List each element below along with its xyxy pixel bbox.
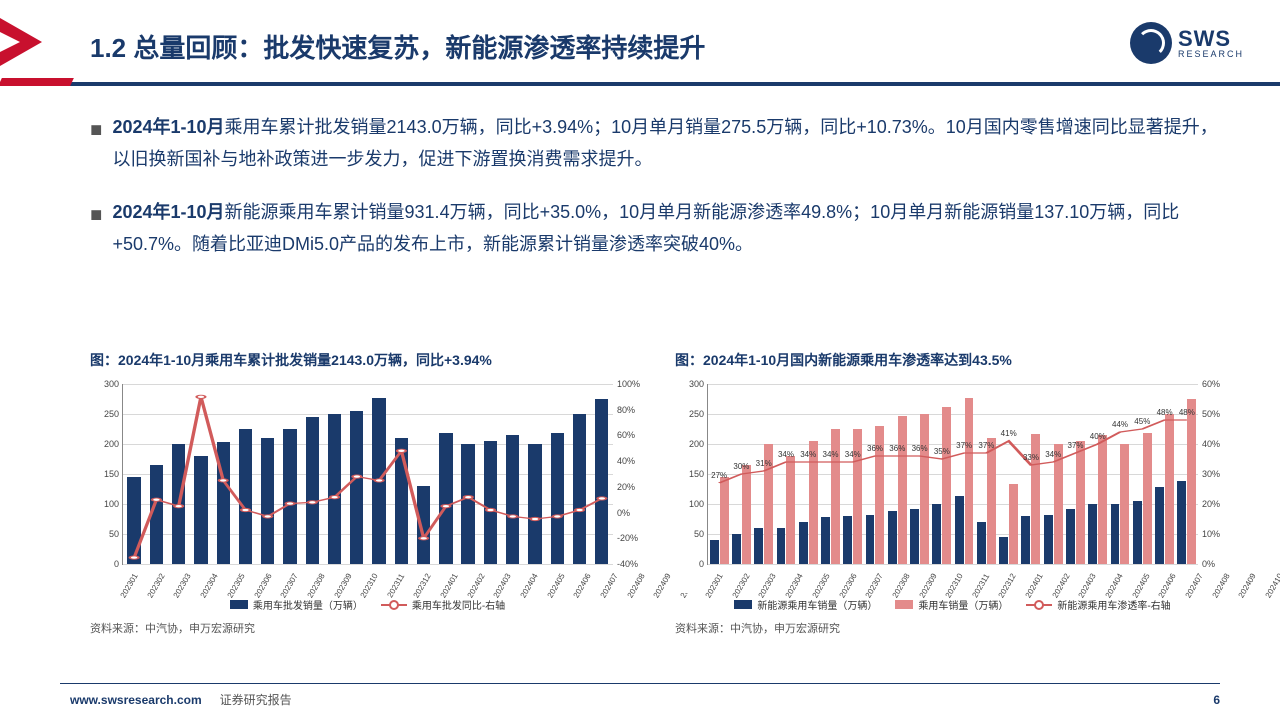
logo-icon	[1130, 22, 1172, 64]
bullet-text: 乘用车累计批发销量2143.0万辆，同比+3.94%；10月单月销量275.5万…	[112, 117, 1217, 169]
bullet-item: ◼ 2024年1-10月新能源乘用车累计销量931.4万辆，同比+35.0%，1…	[90, 197, 1220, 260]
chart-title: 图：2024年1-10月国内新能源乘用车渗透率达到43.5%	[675, 350, 1230, 370]
header-underline	[0, 82, 1280, 86]
chart-nev-penetration: 图：2024年1-10月国内新能源乘用车渗透率达到43.5% 050100150…	[675, 350, 1230, 636]
chart-canvas: 0501001502002503000%10%20%30%40%50%60%27…	[675, 378, 1230, 593]
header: 1.2 总量回顾：批发快速复苏，新能源渗透率持续提升 SWS RESEARCH	[0, 0, 1280, 90]
chart-title: 图：2024年1-10月乘用车累计批发销量2143.0万辆，同比+3.94%	[90, 350, 645, 370]
bullet-list: ◼ 2024年1-10月乘用车累计批发销量2143.0万辆，同比+3.94%；1…	[90, 112, 1220, 282]
footer-url: www.swsresearch.com	[70, 693, 202, 707]
bullet-icon: ◼	[90, 117, 102, 175]
bullet-text: 新能源乘用车累计销量931.4万辆，同比+35.0%，10月单月新能源渗透率49…	[112, 202, 1179, 254]
bullet-bold: 2024年1-10月	[112, 117, 224, 137]
bullet-bold: 2024年1-10月	[112, 202, 224, 222]
chart-canvas: 050100150200250300-40%-20%0%20%40%60%80%…	[90, 378, 645, 593]
bullet-icon: ◼	[90, 202, 102, 260]
chart-source: 资料来源：中汽协，申万宏源研究	[675, 620, 1230, 636]
chart-row: 图：2024年1-10月乘用车累计批发销量2143.0万辆，同比+3.94% 0…	[90, 350, 1230, 636]
chart-source: 资料来源：中汽协，申万宏源研究	[90, 620, 645, 636]
bullet-item: ◼ 2024年1-10月乘用车累计批发销量2143.0万辆，同比+3.94%；1…	[90, 112, 1220, 175]
page-title: 1.2 总量回顾：批发快速复苏，新能源渗透率持续提升	[90, 28, 705, 65]
page-number: 6	[1213, 693, 1220, 707]
logo-sub: RESEARCH	[1178, 50, 1244, 59]
logo-main: SWS	[1178, 28, 1244, 50]
footer-tag: 证券研究报告	[220, 691, 292, 708]
header-chevron-icon	[0, 18, 42, 66]
footer: www.swsresearch.com 证券研究报告 6	[70, 691, 1220, 708]
header-underline-accent	[0, 78, 74, 86]
chart-wholesale: 图：2024年1-10月乘用车累计批发销量2143.0万辆，同比+3.94% 0…	[90, 350, 645, 636]
footer-line	[60, 683, 1220, 684]
brand-logo: SWS RESEARCH	[1130, 22, 1244, 64]
